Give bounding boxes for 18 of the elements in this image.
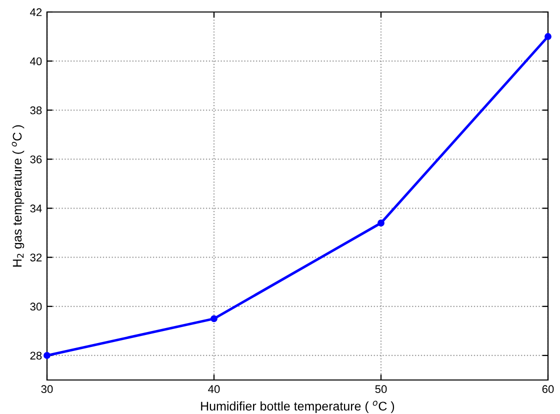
point xyxy=(210,315,218,322)
y-tick-label: 38 xyxy=(30,106,42,114)
x-axis-title: Humidifier bottle temperature ( $^{o}$C ) xyxy=(201,400,394,414)
x-tick-label: 30 xyxy=(41,385,53,394)
y-tick-label: 36 xyxy=(30,155,42,164)
y-tick-label: 28 xyxy=(30,352,42,360)
y-axis-title: H$_{2}$ gas temperature ( $^{o}$C ) xyxy=(12,125,24,267)
y-tick-label: 42 xyxy=(30,8,42,16)
point xyxy=(44,352,50,359)
x-tick-label: 60 xyxy=(542,385,554,394)
point xyxy=(544,33,552,40)
y-tick-label: 40 xyxy=(30,57,42,66)
x-tick-label: 40 xyxy=(208,385,220,394)
point xyxy=(378,220,384,226)
y-tick-label: 30 xyxy=(30,302,42,311)
x-tick-label: 50 xyxy=(375,385,387,394)
y-tick-label: 32 xyxy=(30,254,42,262)
y-tick-label: 34 xyxy=(30,204,42,212)
